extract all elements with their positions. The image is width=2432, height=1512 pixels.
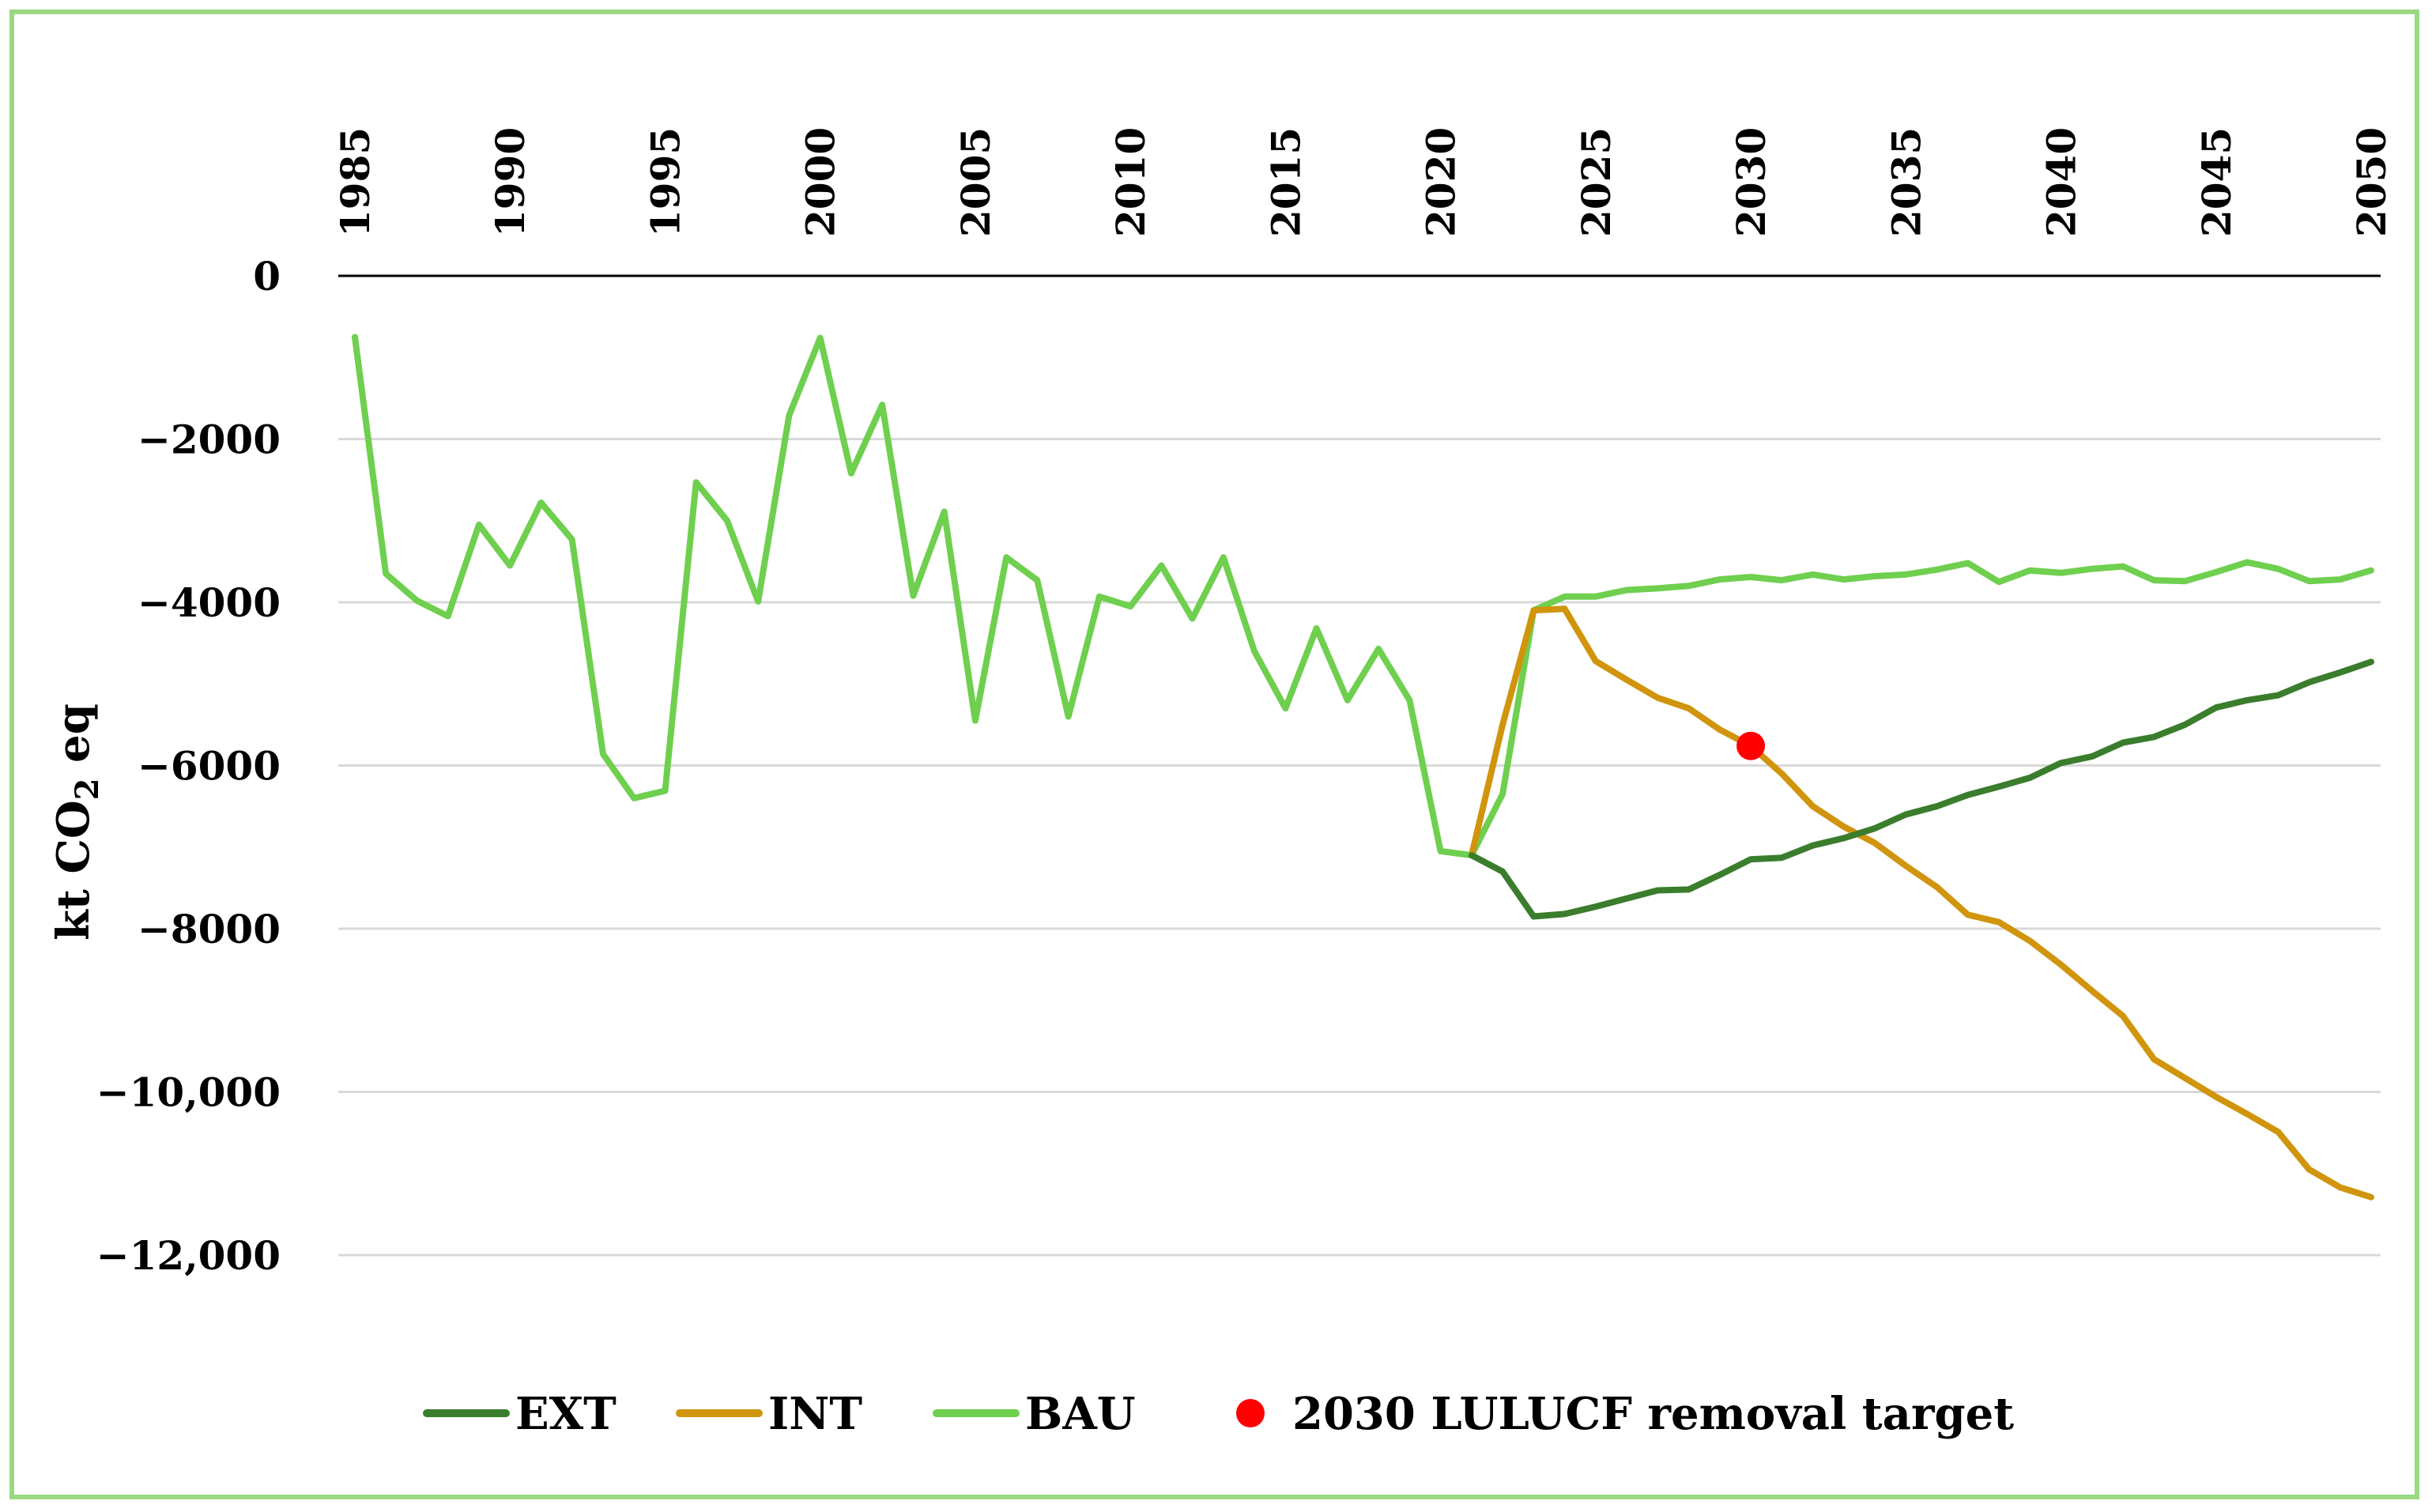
y-tick-label: 0 — [253, 253, 281, 300]
x-tick-label: 2025 — [1573, 127, 1619, 237]
legend-label: INT — [768, 1388, 862, 1440]
target-points — [1736, 731, 1766, 760]
y-tick-label: −4000 — [138, 579, 281, 626]
x-tick-label: 2035 — [1883, 127, 1929, 237]
y-axis-ticks: 0 −2000 −4000 −6000 −8000 −10,000 −12,000 — [96, 253, 281, 1279]
x-tick-label: 2050 — [2348, 127, 2395, 237]
x-tick-label: 1985 — [332, 127, 379, 237]
x-tick-label: 2000 — [797, 127, 844, 237]
legend-label: BAU — [1025, 1388, 1136, 1440]
legend-item-target: 2030 LULUCF removal target — [1236, 1388, 2014, 1440]
x-tick-label: 2015 — [1262, 127, 1309, 237]
series-line-int — [1468, 605, 2374, 1201]
series-lines — [352, 334, 2374, 1201]
x-axis-ticks: 1985 1990 1995 2000 2005 2010 2015 2020 2025 2030… — [332, 127, 2395, 237]
x-tick-label: 2045 — [2193, 127, 2240, 237]
legend-item-int: INT — [676, 1388, 862, 1440]
target-point — [1736, 731, 1766, 760]
y-tick-label: −8000 — [138, 906, 281, 952]
legend-label: 2030 LULUCF removal target — [1292, 1388, 2014, 1440]
y-tick-label: −6000 — [138, 743, 281, 790]
legend-label: EXT — [515, 1388, 616, 1440]
legend-item-bau: BAU — [933, 1388, 1136, 1440]
y-tick-label: −10,000 — [96, 1069, 281, 1116]
legend: EXT INT BAU 2030 LULUCF removal target — [423, 1388, 2014, 1440]
x-tick-label: 2040 — [2038, 127, 2085, 237]
chart-frame — [9, 9, 2419, 1499]
series-line-ext — [1468, 658, 2374, 920]
legend-swatch-target — [1236, 1399, 1265, 1427]
y-tick-label: −2000 — [138, 417, 281, 463]
x-tick-label: 2005 — [952, 127, 999, 237]
x-tick-label: 2010 — [1107, 127, 1154, 237]
x-tick-label: 2020 — [1418, 127, 1465, 237]
x-tick-label: 1990 — [487, 127, 534, 237]
legend-item-ext: EXT — [423, 1388, 616, 1440]
x-tick-label: 1995 — [642, 127, 688, 237]
series-line-bau — [352, 334, 2374, 859]
x-tick-label: 2030 — [1728, 127, 1774, 237]
y-tick-label: −12,000 — [96, 1232, 281, 1279]
y-axis-label: kt CO2 eq — [47, 703, 106, 941]
gridlines — [338, 274, 2381, 1257]
